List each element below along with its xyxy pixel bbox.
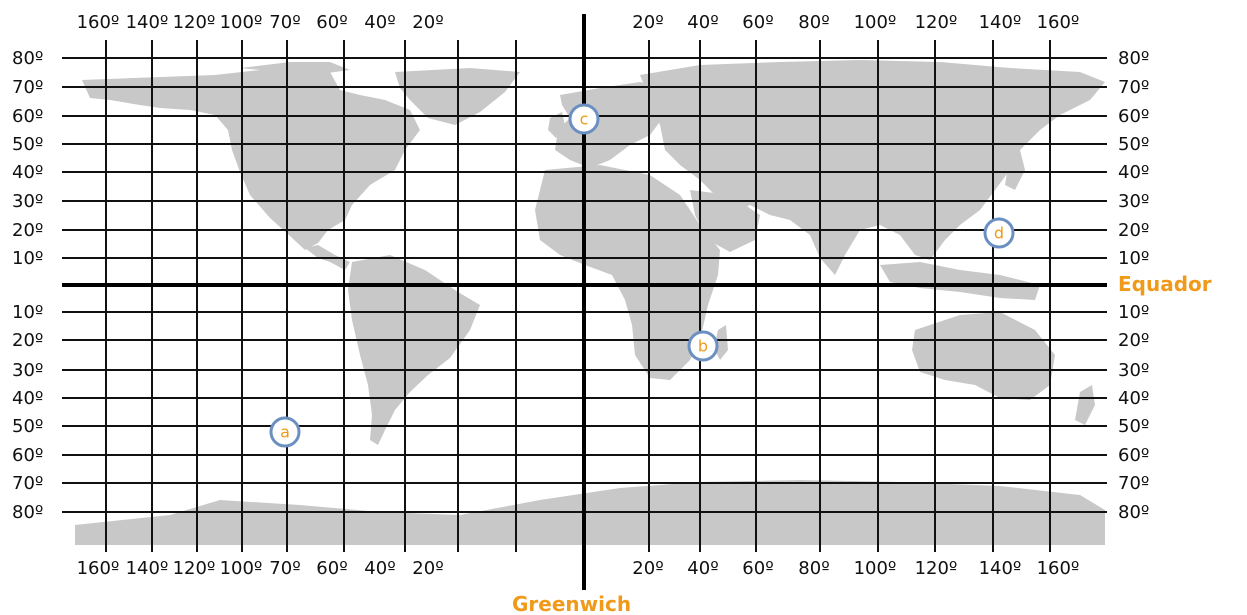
top-longitude-label: 40º (364, 12, 395, 33)
bottom-longitude-labels: 160º 140º 120º 100º 70º 60º 40º 20º 20º 40º 60º 80º… (77, 558, 1080, 579)
top-longitude-label: 20º (412, 12, 443, 33)
bottom-longitude-label: 140º (126, 558, 169, 579)
left-latitude-label: 40º (12, 388, 43, 409)
right-latitude-label: 10º (1118, 248, 1149, 269)
top-longitude-label: 120º (173, 12, 216, 33)
left-latitude-label: 40º (12, 162, 43, 183)
landmass-new-zealand (1075, 385, 1095, 425)
right-latitude-label: 20º (1118, 220, 1149, 241)
bottom-longitude-label: 40º (687, 558, 718, 579)
right-latitude-label: 20º (1118, 330, 1149, 351)
left-latitude-label: 30º (12, 360, 43, 381)
marker-letter: d (994, 224, 1004, 243)
left-latitude-label: 70º (12, 77, 43, 98)
left-latitude-label: 10º (12, 302, 43, 323)
top-longitude-label: 140º (979, 12, 1022, 33)
marker-letter: c (580, 110, 589, 129)
left-latitude-label: 50º (12, 134, 43, 155)
right-latitude-label: 30º (1118, 191, 1149, 212)
right-latitude-label: 80º (1118, 48, 1149, 69)
right-latitude-label: 30º (1118, 360, 1149, 381)
marker-circle[interactable] (269, 416, 301, 448)
marker-circle[interactable] (983, 217, 1015, 249)
bottom-longitude-label: 160º (1037, 558, 1080, 579)
bottom-longitude-label: 20º (412, 558, 443, 579)
left-latitude-label: 60º (12, 445, 43, 466)
right-latitude-label: 50º (1118, 134, 1149, 155)
right-latitude-label: 60º (1118, 106, 1149, 127)
right-latitude-label: 10º (1118, 302, 1149, 323)
marker-c[interactable]: c (568, 103, 600, 135)
top-longitude-label: 140º (126, 12, 169, 33)
top-longitude-label: 160º (1037, 12, 1080, 33)
marker-a[interactable]: a (269, 416, 301, 448)
right-latitude-label: 70º (1118, 473, 1149, 494)
top-longitude-label: 80º (798, 12, 829, 33)
left-latitude-label: 50º (12, 416, 43, 437)
right-latitude-label: 80º (1118, 502, 1149, 523)
left-latitude-label: 20º (12, 220, 43, 241)
landmass-north-america (82, 68, 420, 250)
bottom-longitude-label: 60º (742, 558, 773, 579)
marker-letter: a (280, 423, 290, 442)
marker-b[interactable]: b (687, 330, 719, 362)
bottom-longitude-label: 60º (316, 558, 347, 579)
bottom-longitude-label: 120º (173, 558, 216, 579)
left-latitude-label: 60º (12, 106, 43, 127)
landmass-arctic-islands (240, 62, 350, 74)
top-longitude-label: 120º (915, 12, 958, 33)
bottom-longitude-label: 100º (220, 558, 263, 579)
marker-circle[interactable] (568, 103, 600, 135)
top-longitude-labels: 160º 140º 120º 100º 70º 60º 40º 20º 20º 40º 60º 80º… (77, 12, 1080, 33)
bottom-longitude-label: 80º (798, 558, 829, 579)
landmass-australia (912, 312, 1055, 400)
right-latitude-label: 40º (1118, 388, 1149, 409)
greenwich-label: Greenwich (512, 592, 631, 615)
left-latitude-label: 20º (12, 330, 43, 351)
top-longitude-label: 60º (742, 12, 773, 33)
landmass-japan (1005, 150, 1025, 190)
location-markers: a b c d (269, 103, 1015, 448)
top-longitude-label: 60º (316, 12, 347, 33)
top-longitude-label: 40º (687, 12, 718, 33)
landmass-arabia (690, 190, 760, 252)
left-latitude-label: 80º (12, 48, 43, 69)
bottom-longitude-label: 20º (632, 558, 663, 579)
bottom-longitude-label: 160º (77, 558, 120, 579)
left-latitude-labels: 80º 70º 60º 50º 40º 30º 20º 10º 10º 20º 30º 40º 50º 6… (12, 48, 43, 523)
bottom-longitude-label: 120º (915, 558, 958, 579)
landmass-british-isles (548, 112, 566, 138)
top-longitude-label: 20º (632, 12, 663, 33)
landmass-southeast-asia-islands (880, 262, 1040, 300)
right-latitude-label: 50º (1118, 416, 1149, 437)
bottom-longitude-label: 100º (854, 558, 897, 579)
left-latitude-label: 30º (12, 191, 43, 212)
top-longitude-label: 160º (77, 12, 120, 33)
left-latitude-label: 10º (12, 248, 43, 269)
right-latitude-labels: 80º 70º 60º 50º 40º 30º 20º 10º 10º 20º 30º 40º 50º 6… (1118, 48, 1149, 523)
right-latitude-label: 60º (1118, 445, 1149, 466)
bottom-longitude-label: 70º (269, 558, 300, 579)
right-latitude-label: 70º (1118, 77, 1149, 98)
bottom-longitude-label: 40º (364, 558, 395, 579)
top-longitude-label: 100º (854, 12, 897, 33)
equator-label: Equador (1118, 272, 1212, 296)
marker-circle[interactable] (687, 330, 719, 362)
marker-d[interactable]: d (983, 217, 1015, 249)
bottom-longitude-label: 140º (979, 558, 1022, 579)
top-longitude-label: 70º (269, 12, 300, 33)
landmass-africa (535, 165, 720, 380)
marker-letter: b (698, 337, 708, 356)
left-latitude-label: 70º (12, 473, 43, 494)
left-latitude-label: 80º (12, 502, 43, 523)
top-longitude-label: 100º (220, 12, 263, 33)
right-latitude-label: 40º (1118, 162, 1149, 183)
